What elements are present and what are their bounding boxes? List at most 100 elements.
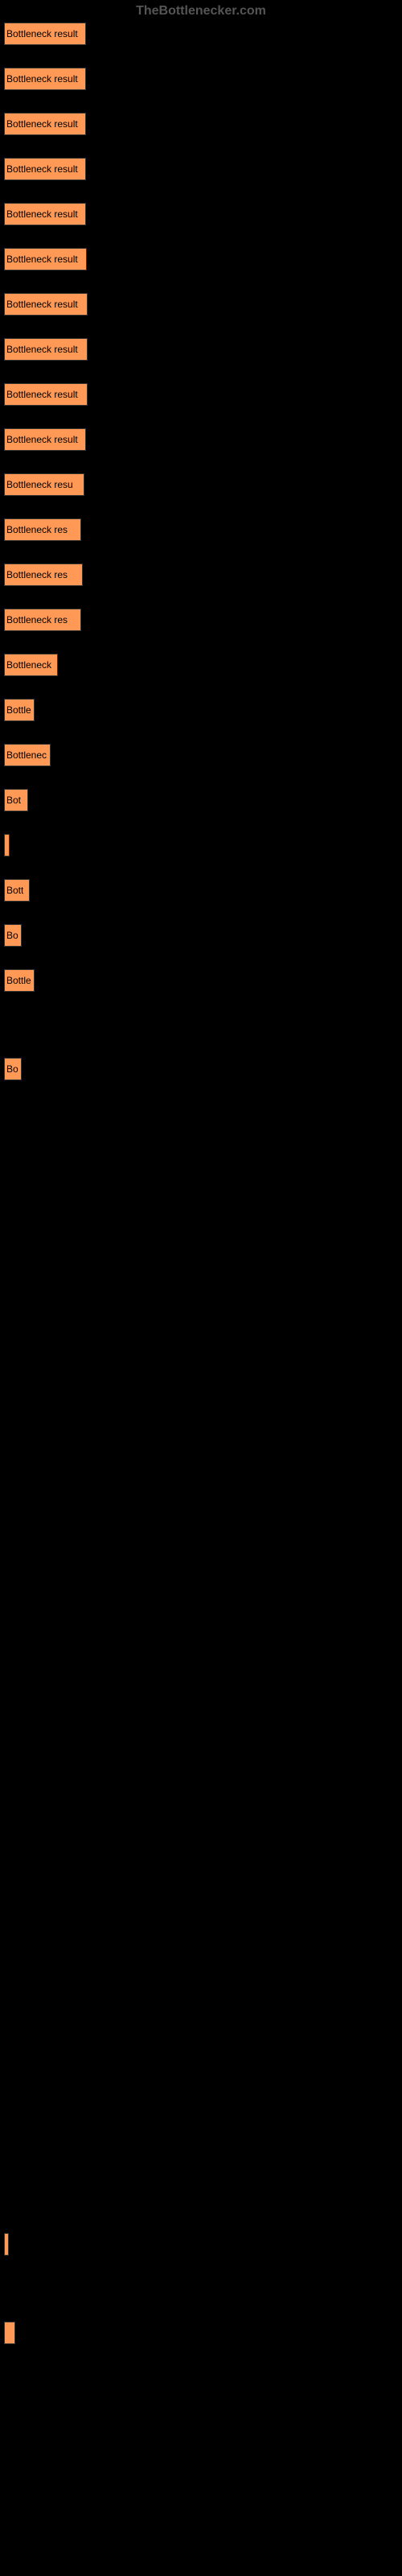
bar-row: Bottleneck result [4, 293, 398, 316]
bar[interactable] [4, 1624, 5, 1645]
bar[interactable] [4, 2497, 5, 2518]
bar[interactable] [4, 2278, 5, 2299]
bar-row [4, 1190, 398, 1211]
bar[interactable] [4, 2367, 5, 2388]
bar[interactable] [4, 2322, 15, 2344]
bar[interactable] [4, 1233, 5, 1254]
bar[interactable] [4, 1668, 5, 1689]
bar-row: Bottleneck result [4, 428, 398, 451]
bar-label: Bottleneck result [6, 208, 78, 220]
bar[interactable]: Bottle [4, 699, 35, 721]
bar-row: Bottleneck result [4, 68, 398, 90]
bar[interactable]: Bottleneck res [4, 518, 81, 541]
bar-label: Bottleneck res [6, 569, 68, 580]
bar-row [4, 1014, 398, 1035]
bar-row [4, 2059, 398, 2080]
bar-row [4, 1538, 398, 1558]
bar[interactable] [4, 1885, 5, 1906]
bar-row [4, 1798, 398, 1819]
bar-row: Bottleneck result [4, 158, 398, 180]
bar-row [4, 2103, 398, 2124]
bar[interactable] [4, 1755, 5, 1776]
bar-row [4, 1842, 398, 1863]
bar[interactable] [4, 1842, 5, 1863]
bar[interactable] [4, 1320, 5, 1341]
bar[interactable]: Bottleneck result [4, 338, 88, 361]
bar[interactable]: Bot [4, 789, 28, 811]
bar-row [4, 1581, 398, 1602]
bar[interactable]: Bottleneck result [4, 23, 86, 45]
bar[interactable]: Bottleneck result [4, 383, 88, 406]
bar[interactable] [4, 1407, 5, 1428]
bar-row: Bott [4, 879, 398, 902]
bar-row [4, 1755, 398, 1776]
bar[interactable] [4, 2233, 9, 2256]
bar[interactable] [4, 1798, 5, 1819]
bar-row [4, 1972, 398, 1993]
bar-row [4, 1451, 398, 1472]
bar[interactable] [4, 1972, 5, 1993]
bar[interactable] [4, 2454, 5, 2475]
bar[interactable] [4, 1014, 5, 1035]
bar-row [4, 1624, 398, 1645]
bar-row [4, 1407, 398, 1428]
bar[interactable] [4, 1494, 5, 1515]
bar[interactable]: Bo [4, 924, 22, 947]
bar-label: Bottleneck result [6, 73, 78, 85]
bar-row [4, 1711, 398, 1732]
bar[interactable] [4, 2103, 5, 2124]
bar[interactable] [4, 2016, 5, 2037]
bar-label: Bo [6, 930, 18, 941]
bar-row [4, 1364, 398, 1385]
bar[interactable]: Bottleneck resu [4, 473, 84, 496]
bar[interactable]: Bottleneck res [4, 564, 83, 586]
bar[interactable] [4, 1581, 5, 1602]
bar-row [4, 1929, 398, 1950]
bar-label: Bottleneck result [6, 163, 78, 175]
bar-row [4, 2410, 398, 2431]
bar-row: Bottleneck res [4, 609, 398, 631]
bar[interactable] [4, 1929, 5, 1950]
bar[interactable] [4, 2190, 5, 2211]
bar-row: Bottleneck result [4, 248, 398, 270]
bar[interactable]: Bottleneck result [4, 68, 86, 90]
bar-row [4, 2367, 398, 2388]
bar[interactable]: Bo [4, 1058, 22, 1080]
bar[interactable]: Bottleneck result [4, 203, 86, 225]
bar[interactable] [4, 2059, 5, 2080]
bar[interactable] [4, 1711, 5, 1732]
bar[interactable] [4, 1364, 5, 1385]
bar[interactable] [4, 1277, 5, 1298]
bar[interactable]: Bottleneck result [4, 293, 88, 316]
bar[interactable] [4, 2146, 5, 2167]
bar-row [4, 2190, 398, 2211]
bar-row: Bottleneck result [4, 113, 398, 135]
bar-label: Bottleneck res [6, 524, 68, 535]
bar[interactable]: Bottleneck [4, 654, 58, 676]
bar-label: Bottleneck [6, 659, 51, 671]
bar-label: Bottleneck result [6, 344, 78, 355]
bar[interactable]: Bottle [4, 969, 35, 992]
bar[interactable]: Bott [4, 879, 30, 902]
bar[interactable]: Bottleneck result [4, 158, 86, 180]
bar[interactable] [4, 1538, 5, 1558]
bar[interactable] [4, 1146, 5, 1167]
bar[interactable] [4, 834, 10, 857]
bar[interactable]: Bottleneck result [4, 428, 86, 451]
bar-row: Bottleneck result [4, 23, 398, 45]
bar[interactable]: Bottlenec [4, 744, 51, 766]
watermark: TheBottlenecker.com [0, 0, 402, 23]
bar-label: Bottleneck result [6, 299, 78, 310]
bar[interactable] [4, 1451, 5, 1472]
bar[interactable]: Bottleneck res [4, 609, 81, 631]
bar-row [4, 1233, 398, 1254]
bar[interactable]: Bottleneck result [4, 248, 87, 270]
bar[interactable] [4, 2410, 5, 2431]
bar[interactable] [4, 1190, 5, 1211]
bar[interactable] [4, 1103, 5, 1124]
bar-label: Bottle [6, 975, 31, 986]
bar-row [4, 2497, 398, 2518]
bar-row: Bottle [4, 969, 398, 992]
bar-row [4, 2322, 398, 2344]
bar[interactable]: Bottleneck result [4, 113, 86, 135]
